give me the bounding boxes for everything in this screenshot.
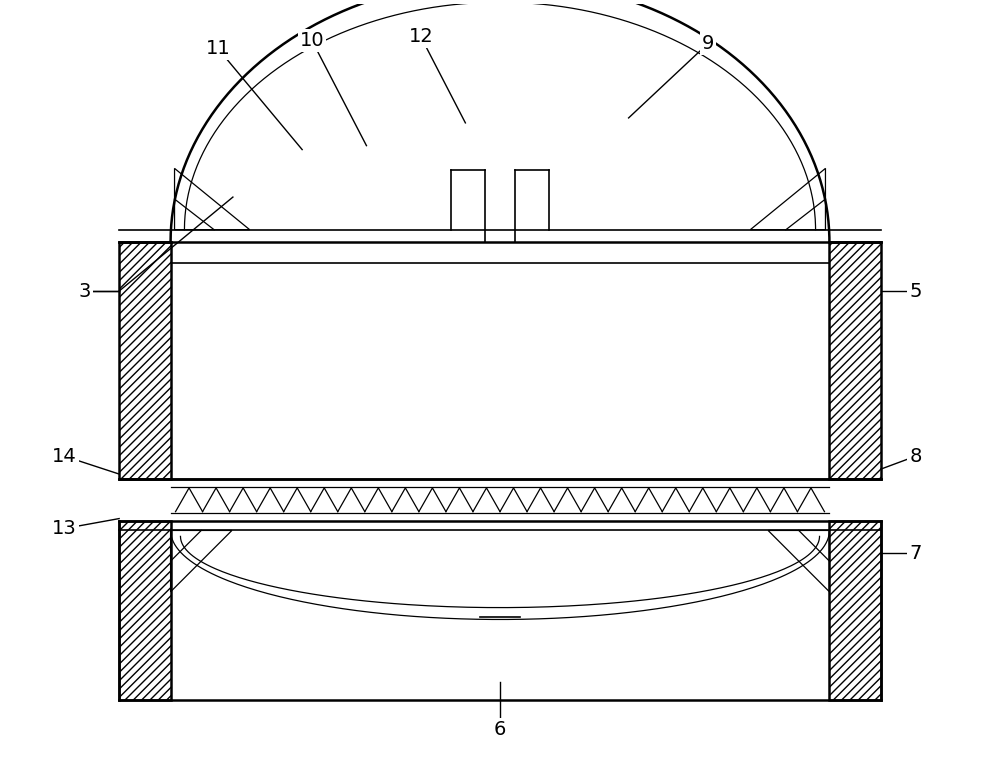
Text: 3: 3 xyxy=(78,281,91,301)
Text: 6: 6 xyxy=(494,720,506,739)
Text: 5: 5 xyxy=(909,281,922,301)
Bar xyxy=(119,242,171,479)
Text: 11: 11 xyxy=(206,40,230,58)
Bar xyxy=(829,242,881,479)
Bar xyxy=(829,521,881,700)
Text: 13: 13 xyxy=(52,519,77,538)
Text: 9: 9 xyxy=(702,34,714,53)
Text: 7: 7 xyxy=(909,544,922,563)
Text: 8: 8 xyxy=(909,446,922,466)
Bar xyxy=(119,521,171,700)
Text: 10: 10 xyxy=(300,31,324,50)
Text: 14: 14 xyxy=(52,446,77,466)
Text: 12: 12 xyxy=(408,27,433,46)
